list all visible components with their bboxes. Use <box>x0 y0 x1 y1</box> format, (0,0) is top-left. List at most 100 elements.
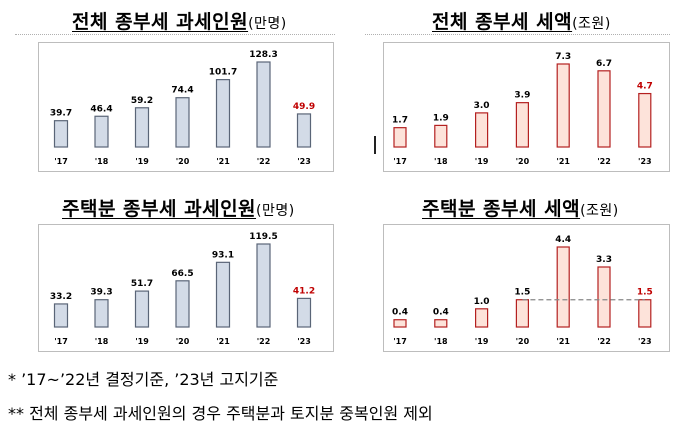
chart-housing-tax: 0.4 '17 0.4 '18 1.0 '19 1.5 '20 4.4 '21 3.3 '22 1.5 '… <box>383 224 670 352</box>
title-separator <box>15 34 335 35</box>
data-label: 3.3 <box>596 255 612 265</box>
tick-label: '21 <box>556 157 570 166</box>
bar <box>515 102 529 148</box>
data-label: 66.5 <box>171 269 193 279</box>
panel-title-text: 주택분 종부세 세액 <box>422 198 581 220</box>
footnote-basis: * ’17~’22년 결정기준, ’23년 고지기준 <box>8 370 279 389</box>
data-label: 74.4 <box>171 86 193 96</box>
bar <box>175 97 190 148</box>
chart-total-taxpayers: 39.7 '17 46.4 '18 59.2 '19 74.4 '20 101.7 '21 128.… <box>38 42 334 172</box>
data-label: 3.0 <box>474 101 490 111</box>
data-label: 41.2 <box>293 286 315 296</box>
bar <box>215 261 231 328</box>
data-label: 101.7 <box>209 68 237 78</box>
tick-label: '22 <box>597 337 611 346</box>
data-label: 1.9 <box>433 113 449 123</box>
divider-mark <box>374 136 376 154</box>
data-label: 49.9 <box>293 102 315 112</box>
tick-label: '19 <box>135 337 149 346</box>
tick-label: '22 <box>597 157 611 166</box>
tick-label: '17 <box>393 337 407 346</box>
data-label: 51.7 <box>131 279 153 289</box>
data-label: 6.7 <box>596 59 612 69</box>
tick-label: '19 <box>135 157 149 166</box>
data-label: 1.5 <box>637 288 653 298</box>
bar <box>296 113 312 148</box>
bar <box>556 246 570 328</box>
data-label: 0.4 <box>392 308 408 318</box>
bar <box>256 243 271 328</box>
tick-label: '17 <box>54 337 68 346</box>
tick-label: '17 <box>54 157 68 166</box>
bar <box>53 120 69 148</box>
tick-label: '20 <box>176 337 190 346</box>
panel-unit: (만명) <box>248 16 287 32</box>
data-label: 39.3 <box>90 288 112 298</box>
panel-unit: (만명) <box>256 203 295 219</box>
data-label: 3.9 <box>514 91 530 101</box>
bar <box>597 70 611 148</box>
panel-unit: (조원) <box>580 203 619 219</box>
tick-label: '21 <box>556 337 570 346</box>
bar <box>53 303 69 328</box>
data-label: 33.2 <box>50 292 72 302</box>
data-label: 0.4 <box>433 308 449 318</box>
data-label: 93.1 <box>212 250 234 260</box>
bar <box>556 63 570 148</box>
chart-svg: 0.4 '17 0.4 '18 1.0 '19 1.5 '20 4.4 '21 3.3 '22 1.5 '… <box>392 235 653 346</box>
bar <box>256 61 271 148</box>
bar <box>434 124 448 148</box>
tick-label: '20 <box>516 337 530 346</box>
data-label: 4.4 <box>555 235 571 245</box>
panel-title-text: 전체 종부세 세액 <box>432 11 573 33</box>
data-label: 4.7 <box>637 82 653 92</box>
tick-label: '23 <box>638 337 652 346</box>
tick-label: '18 <box>434 337 448 346</box>
data-label: 1.5 <box>514 288 530 298</box>
data-label: 1.7 <box>392 116 408 126</box>
bar <box>638 92 652 148</box>
chart-svg: 39.7 '17 46.4 '18 59.2 '19 74.4 '20 101.7 '21 128.… <box>50 50 315 166</box>
panel-title-text: 주택분 종부세 과세인원 <box>62 198 257 220</box>
bar <box>597 266 611 328</box>
tick-label: '22 <box>257 157 271 166</box>
bar <box>515 299 529 328</box>
tick-label: '18 <box>95 157 109 166</box>
bar <box>393 319 407 328</box>
tick-label: '17 <box>393 157 407 166</box>
bar <box>393 127 407 148</box>
panel-title-total-tax: 전체 종부세 세액(조원) <box>432 7 611 34</box>
tick-label: '23 <box>638 157 652 166</box>
bar <box>638 299 652 328</box>
panel-title-housing-taxpayers: 주택분 종부세 과세인원(만명) <box>62 194 295 221</box>
data-label: 59.2 <box>131 96 153 106</box>
data-label: 119.5 <box>249 232 277 242</box>
data-label: 128.3 <box>249 50 277 60</box>
data-label: 46.4 <box>90 104 112 114</box>
data-label: 39.7 <box>50 109 72 119</box>
chart-svg: 1.7 '17 1.9 '18 3.0 '19 3.9 '20 7.3 '21 6.7 '22 4.7 '… <box>392 52 653 166</box>
bar <box>134 290 150 328</box>
tick-label: '23 <box>297 337 311 346</box>
tick-label: '18 <box>434 157 448 166</box>
footnote-dedup: ** 전체 종부세 과세인원의 경우 주택분과 토지분 중복인원 제외 <box>8 404 433 423</box>
panel-title-total-taxpayers: 전체 종부세 과세인원(만명) <box>72 7 287 34</box>
tick-label: '23 <box>297 157 311 166</box>
data-label: 7.3 <box>555 52 571 62</box>
bar <box>134 107 150 148</box>
bar <box>215 79 231 148</box>
bar <box>474 112 489 148</box>
tick-label: '21 <box>216 337 230 346</box>
tick-label: '20 <box>176 157 190 166</box>
tick-label: '22 <box>257 337 271 346</box>
chart-svg: 33.2 '17 39.3 '18 51.7 '19 66.5 '20 93.1 '21 119.5… <box>50 232 315 346</box>
bar <box>94 299 109 328</box>
data-label: 1.0 <box>474 297 490 307</box>
tick-label: '19 <box>475 157 489 166</box>
tick-label: '21 <box>216 157 230 166</box>
bar <box>434 319 448 328</box>
bar <box>474 308 489 328</box>
panel-title-text: 전체 종부세 과세인원 <box>72 11 249 33</box>
bar <box>296 297 312 328</box>
title-separator <box>365 34 670 35</box>
